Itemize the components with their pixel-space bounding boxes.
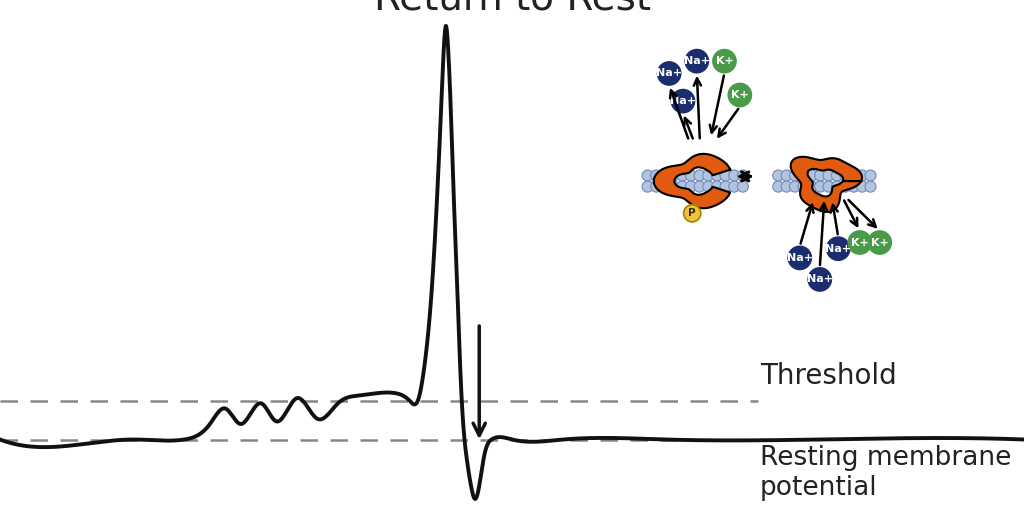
Circle shape bbox=[781, 170, 793, 181]
Circle shape bbox=[823, 181, 835, 192]
Text: Na+: Na+ bbox=[807, 275, 833, 285]
Circle shape bbox=[702, 170, 714, 181]
Circle shape bbox=[668, 170, 679, 181]
Circle shape bbox=[642, 170, 653, 181]
Circle shape bbox=[865, 170, 876, 181]
Circle shape bbox=[798, 181, 809, 192]
Text: K+: K+ bbox=[870, 237, 889, 248]
Circle shape bbox=[848, 181, 859, 192]
Circle shape bbox=[840, 170, 851, 181]
Text: Na+: Na+ bbox=[670, 96, 696, 106]
Circle shape bbox=[694, 170, 706, 181]
Circle shape bbox=[650, 170, 662, 181]
Polygon shape bbox=[791, 157, 862, 212]
Circle shape bbox=[729, 181, 739, 192]
Circle shape bbox=[806, 181, 817, 192]
Text: P: P bbox=[688, 208, 696, 218]
Circle shape bbox=[659, 181, 671, 192]
Circle shape bbox=[685, 170, 696, 181]
Circle shape bbox=[702, 181, 714, 192]
Circle shape bbox=[808, 268, 831, 291]
Circle shape bbox=[773, 170, 783, 181]
Circle shape bbox=[650, 181, 662, 192]
Circle shape bbox=[672, 90, 694, 113]
Circle shape bbox=[790, 181, 801, 192]
Circle shape bbox=[856, 181, 867, 192]
Circle shape bbox=[712, 181, 723, 192]
Circle shape bbox=[848, 170, 859, 181]
Circle shape bbox=[865, 181, 876, 192]
Text: Na+: Na+ bbox=[786, 253, 813, 263]
Circle shape bbox=[798, 170, 809, 181]
Circle shape bbox=[677, 170, 688, 181]
Text: K+: K+ bbox=[851, 237, 868, 248]
Circle shape bbox=[694, 181, 706, 192]
Text: Threshold: Threshold bbox=[760, 363, 897, 391]
Circle shape bbox=[712, 170, 723, 181]
Text: K+: K+ bbox=[731, 90, 749, 100]
Circle shape bbox=[728, 83, 752, 107]
Text: Resting membrane
potential: Resting membrane potential bbox=[760, 445, 1011, 501]
Circle shape bbox=[868, 231, 891, 254]
Text: Na+: Na+ bbox=[684, 56, 710, 66]
Circle shape bbox=[815, 181, 825, 192]
Circle shape bbox=[720, 181, 731, 192]
Circle shape bbox=[713, 49, 736, 73]
Circle shape bbox=[781, 181, 793, 192]
Text: Na+: Na+ bbox=[656, 68, 682, 78]
Circle shape bbox=[831, 170, 843, 181]
Circle shape bbox=[840, 181, 851, 192]
Circle shape bbox=[737, 181, 749, 192]
Polygon shape bbox=[653, 154, 730, 208]
Circle shape bbox=[788, 246, 811, 270]
Circle shape bbox=[677, 181, 688, 192]
Circle shape bbox=[657, 62, 681, 85]
Circle shape bbox=[806, 170, 817, 181]
Circle shape bbox=[659, 170, 671, 181]
Circle shape bbox=[668, 181, 679, 192]
Circle shape bbox=[720, 170, 731, 181]
Circle shape bbox=[729, 170, 739, 181]
Circle shape bbox=[685, 49, 709, 73]
Circle shape bbox=[790, 170, 801, 181]
Circle shape bbox=[685, 181, 696, 192]
Circle shape bbox=[848, 231, 871, 254]
Circle shape bbox=[815, 170, 825, 181]
Circle shape bbox=[826, 237, 850, 260]
Circle shape bbox=[737, 170, 749, 181]
Circle shape bbox=[856, 170, 867, 181]
Text: Na+: Na+ bbox=[825, 244, 851, 254]
Circle shape bbox=[684, 205, 700, 222]
Text: Return to Rest: Return to Rest bbox=[374, 0, 650, 17]
Circle shape bbox=[642, 181, 653, 192]
Text: K+: K+ bbox=[716, 56, 733, 66]
Circle shape bbox=[823, 170, 835, 181]
Circle shape bbox=[773, 181, 783, 192]
Circle shape bbox=[831, 181, 843, 192]
